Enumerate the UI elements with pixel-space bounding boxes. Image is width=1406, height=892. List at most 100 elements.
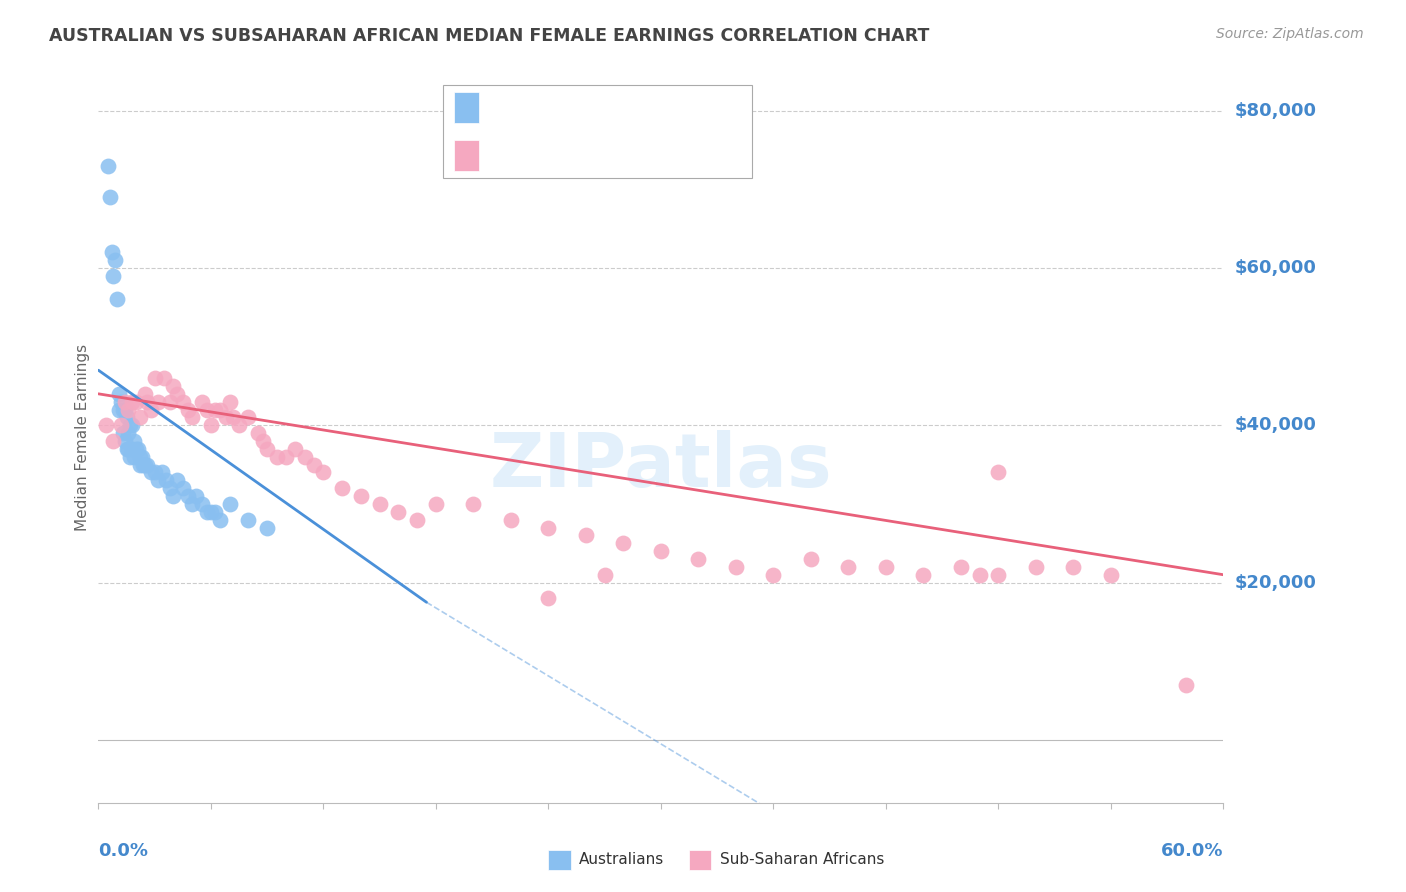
- Text: 0.0%: 0.0%: [98, 842, 149, 860]
- Point: [612, 536, 634, 550]
- Point: [172, 394, 194, 409]
- Point: [209, 513, 232, 527]
- Point: [162, 379, 184, 393]
- Point: [238, 410, 260, 425]
- Point: [136, 458, 159, 472]
- Point: [762, 567, 785, 582]
- Point: [162, 489, 184, 503]
- Point: [100, 245, 122, 260]
- Point: [537, 520, 560, 534]
- Point: [108, 387, 131, 401]
- Text: AUSTRALIAN VS SUBSAHARAN AFRICAN MEDIAN FEMALE EARNINGS CORRELATION CHART: AUSTRALIAN VS SUBSAHARAN AFRICAN MEDIAN …: [49, 27, 929, 45]
- Point: [128, 410, 150, 425]
- Point: [256, 520, 278, 534]
- Point: [134, 387, 156, 401]
- Point: [195, 402, 218, 417]
- Point: [724, 559, 747, 574]
- Point: [177, 489, 200, 503]
- Text: Source: ZipAtlas.com: Source: ZipAtlas.com: [1216, 27, 1364, 41]
- Point: [117, 402, 139, 417]
- Text: $20,000: $20,000: [1234, 574, 1316, 591]
- Point: [222, 410, 245, 425]
- Point: [463, 497, 485, 511]
- Point: [148, 473, 170, 487]
- Text: R = −0.601   N = 68: R = −0.601 N = 68: [491, 146, 675, 165]
- Point: [949, 559, 972, 574]
- Point: [122, 450, 145, 464]
- Point: [688, 552, 710, 566]
- Point: [200, 418, 222, 433]
- Point: [132, 458, 155, 472]
- Point: [537, 591, 560, 606]
- Point: [131, 450, 153, 464]
- Point: [136, 394, 159, 409]
- Point: [166, 473, 188, 487]
- Point: [120, 450, 142, 464]
- Point: [122, 434, 145, 448]
- Text: R = −0.483   N = 51: R = −0.483 N = 51: [491, 98, 675, 117]
- Point: [406, 513, 429, 527]
- Point: [800, 552, 823, 566]
- Point: [266, 450, 288, 464]
- Point: [127, 442, 149, 456]
- Point: [104, 253, 127, 268]
- Point: [117, 442, 139, 456]
- Point: [117, 426, 139, 441]
- Text: 60.0%: 60.0%: [1161, 842, 1223, 860]
- Point: [274, 450, 297, 464]
- Point: [125, 394, 148, 409]
- Text: $80,000: $80,000: [1234, 102, 1316, 120]
- Point: [159, 394, 181, 409]
- Point: [190, 497, 212, 511]
- Point: [121, 442, 143, 456]
- Point: [111, 426, 134, 441]
- Point: [837, 559, 859, 574]
- Point: [166, 387, 188, 401]
- Point: [139, 466, 162, 480]
- Point: [120, 418, 142, 433]
- Point: [97, 159, 120, 173]
- Point: [246, 426, 269, 441]
- Point: [181, 497, 204, 511]
- Point: [159, 481, 181, 495]
- Point: [1099, 567, 1122, 582]
- Point: [350, 489, 373, 503]
- Point: [368, 497, 391, 511]
- Point: [128, 458, 150, 472]
- Point: [593, 567, 616, 582]
- Point: [172, 481, 194, 495]
- Point: [155, 473, 177, 487]
- Point: [110, 394, 132, 409]
- Point: [218, 394, 240, 409]
- Point: [256, 442, 278, 456]
- Point: [1025, 559, 1047, 574]
- Point: [425, 497, 447, 511]
- Text: Sub-Saharan Africans: Sub-Saharan Africans: [720, 853, 884, 867]
- Point: [114, 394, 136, 409]
- Text: ZIPatlas: ZIPatlas: [489, 430, 832, 503]
- Point: [125, 442, 148, 456]
- Point: [302, 458, 325, 472]
- Point: [143, 466, 166, 480]
- Point: [499, 513, 522, 527]
- Point: [103, 434, 125, 448]
- Point: [128, 450, 150, 464]
- Point: [143, 371, 166, 385]
- Point: [575, 528, 598, 542]
- Point: [969, 567, 991, 582]
- Point: [103, 268, 125, 283]
- Point: [218, 497, 240, 511]
- Text: Australians: Australians: [579, 853, 665, 867]
- Point: [94, 418, 117, 433]
- Point: [153, 371, 176, 385]
- Point: [177, 402, 200, 417]
- Point: [139, 402, 162, 417]
- Point: [875, 559, 897, 574]
- Point: [228, 418, 250, 433]
- Point: [215, 410, 238, 425]
- Point: [312, 466, 335, 480]
- Point: [121, 418, 143, 433]
- Point: [1174, 678, 1197, 692]
- Point: [204, 505, 226, 519]
- Point: [114, 402, 136, 417]
